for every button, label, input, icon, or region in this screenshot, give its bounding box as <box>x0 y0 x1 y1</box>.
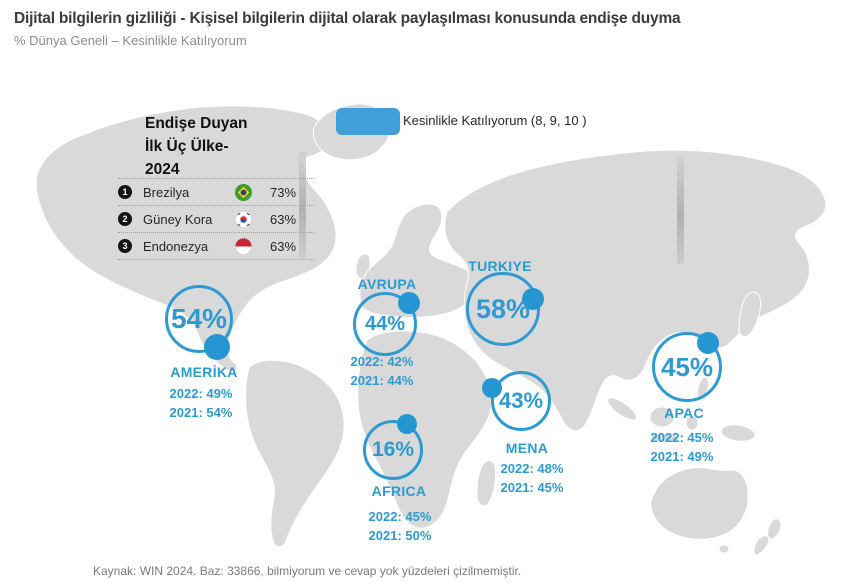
top3-heading-line1: Endişe Duyan <box>145 115 248 132</box>
map-australia <box>650 467 749 540</box>
region-history-mena: 2022: 48% 2021: 45% <box>472 459 592 497</box>
region-dot-turkiye <box>522 288 544 310</box>
region-label-turkiye: TURKIYE <box>468 258 532 274</box>
map-java <box>650 433 680 443</box>
map-madagascar <box>476 460 497 507</box>
region-label-africa: AFRICA <box>371 483 427 499</box>
rank-badge-2: 2 <box>118 212 132 226</box>
country-name: Güney Kora <box>143 211 213 227</box>
top3-heading: Endişe Duyan İlk Üç Ülke- 2024 <box>145 112 285 181</box>
region-value-mena: 43% <box>498 388 544 413</box>
region-history-africa: 2022: 45% 2021: 50% <box>340 507 460 545</box>
region-history-apac: 2022: 45% 2021: 49% <box>622 428 742 466</box>
history-2021: 2021: 50% <box>368 528 432 543</box>
map-new-zealand-south <box>753 535 770 556</box>
region-history-avrupa: 2022: 42% 2021: 44% <box>322 352 442 390</box>
map-europe <box>359 203 476 318</box>
history-2022: 2022: 45% <box>650 430 714 445</box>
region-history-amerika: 2022: 49% 2021: 54% <box>141 384 261 422</box>
page-title: Dijital bilgilerin gizliliği - Kişisel b… <box>14 10 681 27</box>
source-note: Kaynak: WIN 2024. Baz: 33866, bilmiyorum… <box>93 564 522 578</box>
map-north-america <box>35 105 337 372</box>
map-new-guinea <box>720 424 756 442</box>
brazil-flag-icon <box>235 183 252 201</box>
region-value-turkiye: 58% <box>475 293 531 324</box>
legend-color-chip <box>336 108 400 135</box>
history-2021: 2021: 54% <box>169 405 233 420</box>
rank-badge-3: 3 <box>118 239 132 253</box>
table-row-brazil: 1 Brezilya 73% <box>118 178 314 205</box>
region-dot-africa <box>397 414 417 434</box>
history-2021: 2021: 44% <box>350 373 414 388</box>
indonesia-flag-icon <box>235 237 252 255</box>
region-dot-amerika <box>204 334 230 360</box>
country-percent: 73% <box>270 184 297 200</box>
map-borneo <box>649 406 675 428</box>
slide-artifact-bar-right <box>677 156 684 264</box>
region-circle-avrupa: 44% <box>353 292 417 356</box>
region-label-avrupa: AVRUPA <box>357 276 417 292</box>
south-korea-flag-icon <box>235 210 252 228</box>
map-tasmania <box>718 544 730 554</box>
map-japan <box>738 291 761 338</box>
map-south-america <box>245 359 345 548</box>
history-2021: 2021: 45% <box>500 480 564 495</box>
map-sulawesi <box>685 415 699 431</box>
history-2022: 2022: 48% <box>500 461 564 476</box>
history-2021: 2021: 49% <box>650 449 714 464</box>
region-label-mena: MENA <box>505 440 549 456</box>
legend-label: Kesinlikle Katılıyorum (8, 9, 10 ) <box>403 113 587 128</box>
region-dot-avrupa <box>398 292 420 314</box>
top3-heading-line3: 2024 <box>145 161 180 178</box>
region-value-apac: 45% <box>660 351 714 382</box>
region-value-avrupa: 44% <box>364 312 406 335</box>
map-new-zealand-north <box>767 518 782 540</box>
map-sumatra <box>607 397 637 421</box>
region-circle-turkiye: 58% <box>466 272 540 346</box>
table-row-indonesia: 3 Endonezya 63% <box>118 232 314 259</box>
region-value-africa: 16% <box>371 438 415 461</box>
region-dot-apac <box>697 332 719 354</box>
region-dot-mena <box>482 378 502 398</box>
history-2022: 2022: 49% <box>169 386 233 401</box>
rank-badge-1: 1 <box>118 185 132 199</box>
history-2022: 2022: 42% <box>350 354 414 369</box>
region-circle-amerika: 54% <box>165 285 233 353</box>
region-circle-africa: 16% <box>363 420 423 480</box>
region-value-amerika: 54% <box>170 303 228 334</box>
region-circle-mena: 43% <box>491 371 551 431</box>
region-label-amerika: AMERİKA <box>170 364 238 380</box>
table-row-south-korea: 2 Güney Kora 63% <box>118 205 314 232</box>
country-name: Endonezya <box>143 238 209 254</box>
history-2022: 2022: 45% <box>368 509 432 524</box>
country-percent: 63% <box>270 211 297 227</box>
country-name: Brezilya <box>143 184 190 200</box>
top3-country-list: 1 Brezilya 73% 2 Güney Kora 63% 3 Endone… <box>118 178 314 260</box>
top3-heading-line2: İlk Üç Ülke- <box>145 138 229 155</box>
region-label-apac: APAC <box>664 405 704 421</box>
country-percent: 63% <box>270 238 297 254</box>
page-subtitle: % Dünya Geneli – Kesinlikle Katılıyorum <box>14 33 247 48</box>
region-circle-apac: 45% <box>652 332 722 402</box>
